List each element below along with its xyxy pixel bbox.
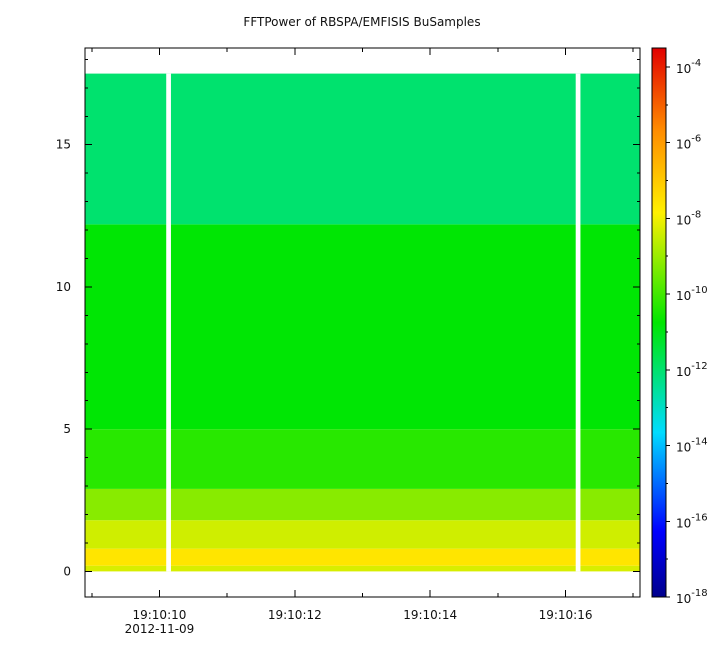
- data-gap: [166, 73, 171, 572]
- y-tick-label: 15: [56, 138, 71, 152]
- colorbar: [651, 47, 667, 598]
- colorbar-tick-label: 10-14: [676, 437, 708, 455]
- colorbar-axis: 10-4 10-6 10-8 10-10 10-12 10-14 10-16 10-18: [666, 58, 708, 606]
- colorbar-tick-label: 10-16: [676, 512, 708, 530]
- spectrogram-band: [85, 488, 640, 521]
- colorbar-tick-label: 10-6: [676, 134, 701, 152]
- spectrogram-band: [85, 73, 640, 225]
- spectrogram-band: [85, 565, 640, 572]
- colorbar-tick-label: 10-12: [676, 361, 708, 379]
- x-tick-label: 19:10:14: [403, 608, 457, 622]
- chart-title: FFTPower of RBSPA/EMFISIS BuSamples: [243, 15, 481, 29]
- spectrogram-band: [85, 548, 640, 566]
- spectrogram-band: [85, 224, 640, 430]
- spectrogram-heatmap: [85, 73, 640, 572]
- x-axis-date-label: 2012-11-09: [125, 622, 195, 636]
- y-tick-label: 5: [63, 422, 71, 436]
- x-tick-label: 19:10:12: [268, 608, 322, 622]
- colorbar-tick-label: 10-10: [676, 285, 708, 303]
- data-gaps: [166, 73, 581, 572]
- y-tick-label: 0: [63, 564, 71, 578]
- colorbar-tick-label: 10-4: [676, 58, 701, 76]
- x-tick-label: 19:10:16: [539, 608, 593, 622]
- colorbar-gradient: [651, 47, 667, 598]
- data-gap: [575, 73, 581, 572]
- x-axis: 19:10:10 19:10:12 19:10:14 19:10:16: [91, 48, 634, 622]
- x-tick-label: 19:10:10: [132, 608, 186, 622]
- colorbar-tick-label: 10-8: [676, 209, 701, 227]
- spectrogram-band: [85, 429, 640, 489]
- colorbar-tick-label: 10-18: [676, 588, 708, 606]
- y-axis: 0 5 10 15: [56, 58, 640, 578]
- y-tick-label: 10: [56, 280, 71, 294]
- spectrogram-band: [85, 520, 640, 549]
